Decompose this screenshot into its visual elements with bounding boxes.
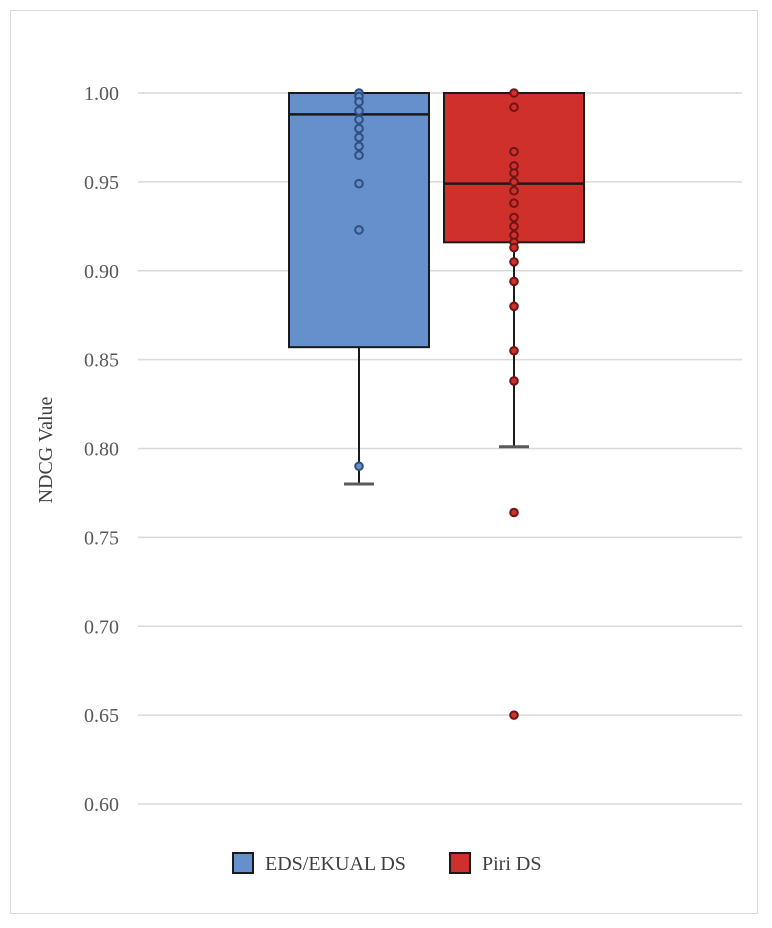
data-point (354, 97, 364, 107)
y-tick-labels: 0.60 0.65 0.70 0.75 0.80 0.85 0.90 0.95 1.00 (84, 83, 119, 816)
gridlines (138, 92, 742, 805)
y-tick-label: 0.70 (84, 616, 119, 638)
data-point (354, 105, 364, 116)
data-point (509, 198, 519, 209)
data-point (509, 185, 519, 196)
data-point (509, 168, 519, 178)
data-point (354, 123, 364, 134)
data-point (354, 461, 364, 472)
legend: EDS/EKUAL DS Piri DS (232, 852, 541, 875)
y-tick-label: 0.65 (84, 705, 119, 727)
data-point (509, 276, 519, 287)
data-point (354, 225, 364, 235)
y-axis-title: NDCG Value (35, 396, 57, 503)
y-tick-label: 0.90 (84, 261, 119, 283)
data-point (509, 507, 519, 518)
y-tick-label: 0.75 (84, 527, 119, 549)
data-point (354, 114, 364, 125)
data-point (509, 301, 519, 312)
y-tick-label: 0.60 (84, 794, 119, 816)
box-plots (288, 88, 585, 720)
legend-label: Piri DS (482, 853, 541, 875)
data-point (509, 257, 519, 267)
data-point (509, 146, 519, 157)
legend-swatch (232, 852, 254, 874)
y-tick-label: 0.80 (84, 439, 119, 461)
data-point (354, 178, 364, 189)
data-point (509, 177, 519, 187)
box-series-2 (443, 88, 585, 720)
data-point (509, 376, 519, 386)
data-point (354, 150, 364, 161)
data-point (509, 102, 519, 113)
data-point (354, 141, 364, 152)
data-point (354, 132, 364, 143)
data-point (509, 88, 519, 98)
box-series-1 (288, 88, 430, 486)
y-tick-label: 1.00 (84, 83, 119, 105)
data-point (509, 221, 519, 232)
data-point (509, 345, 519, 356)
data-point (509, 242, 519, 253)
y-tick-label: 0.95 (84, 172, 119, 194)
legend-swatch (449, 852, 471, 874)
data-point (509, 710, 519, 720)
data-point (509, 212, 519, 223)
y-tick-label: 0.85 (84, 350, 119, 372)
legend-label: EDS/EKUAL DS (265, 853, 406, 875)
